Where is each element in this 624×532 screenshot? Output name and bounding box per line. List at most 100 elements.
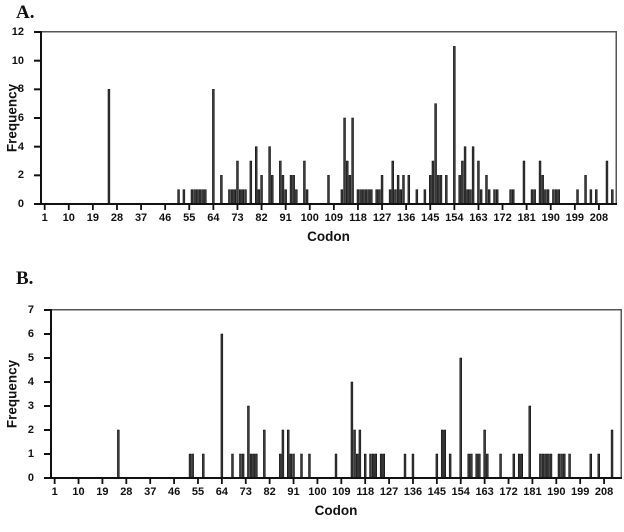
bar-codon-125 — [382, 453, 385, 479]
bar-codon-87 — [281, 429, 285, 479]
bar-codon-192 — [554, 189, 558, 205]
bar-codon-203 — [589, 453, 593, 479]
bar-codon-145 — [429, 175, 432, 205]
panel-b-x-axis-title: Codon — [314, 503, 358, 518]
bar-codon-107 — [327, 175, 330, 205]
bar-codon-185 — [541, 453, 545, 479]
bar-codon-183 — [530, 189, 534, 205]
bar-codon-95 — [295, 189, 298, 205]
bar-codon-175 — [509, 189, 512, 205]
x-tick-label: 208 — [589, 212, 609, 224]
bar-codon-147 — [434, 103, 437, 205]
x-tick-label: 46 — [167, 486, 181, 498]
x-tick-label: 10 — [72, 486, 85, 498]
bar-codon-86 — [271, 175, 274, 205]
bar-codon-99 — [305, 189, 309, 205]
bar-codon-157 — [467, 453, 470, 479]
x-tick-label: 181 — [523, 486, 542, 498]
bar-codon-176 — [517, 453, 521, 479]
bar-codon-118 — [356, 189, 360, 205]
bar-codon-131 — [391, 160, 394, 205]
x-tick-label: 19 — [86, 212, 99, 224]
x-tick-label: 73 — [239, 486, 252, 498]
x-tick-label: 190 — [541, 212, 560, 224]
y-tick-label: 8 — [17, 83, 24, 96]
x-tick-label: 82 — [263, 486, 276, 498]
bar-codon-176 — [512, 189, 515, 205]
bar-codon-80 — [255, 146, 258, 205]
bar-codon-133 — [396, 175, 400, 205]
bar-codon-57 — [202, 453, 205, 479]
y-tick-label: 2 — [27, 424, 34, 436]
bar-codon-150 — [448, 453, 452, 479]
bar-codon-90 — [289, 453, 293, 479]
x-tick-label: 55 — [191, 486, 205, 498]
x-tick-label: 73 — [231, 212, 244, 224]
y-tick-label: 2 — [17, 169, 24, 182]
bar-codon-116 — [351, 117, 354, 205]
y-tick-label: 10 — [11, 54, 24, 67]
bar-codon-112 — [340, 189, 344, 205]
bar-codon-148 — [437, 175, 440, 205]
bar-codon-67 — [220, 175, 223, 205]
bar-codon-151 — [445, 175, 448, 205]
bar-codon-147 — [440, 429, 444, 479]
bar-codon-94 — [292, 175, 295, 205]
bar-codon-148 — [443, 429, 447, 479]
y-tick-label: 7 — [27, 304, 34, 316]
bar-codon-113 — [350, 381, 354, 479]
bar-codon-89 — [279, 160, 282, 205]
bar-codon-68 — [231, 453, 234, 479]
x-tick-label: 145 — [421, 212, 440, 224]
bar-codon-120 — [362, 189, 365, 205]
bar-codon-57 — [193, 189, 196, 205]
x-tick-label: 109 — [324, 212, 344, 224]
x-tick-label: 37 — [134, 212, 148, 224]
x-tick-label: 1 — [51, 486, 58, 498]
bar-codon-77 — [255, 453, 258, 479]
bar-codon-119 — [359, 189, 362, 205]
bar-codon-107 — [334, 453, 338, 479]
x-tick-label: 163 — [475, 486, 494, 498]
x-tick-label: 46 — [159, 212, 172, 224]
bar-codon-89 — [287, 429, 290, 479]
panel-a: A. Frequency 12 10 8 6 4 2 0 1 10 19 28 37 46 55 64 73… — [5, 2, 617, 244]
bar-codon-71 — [239, 453, 242, 479]
bar-codon-73 — [236, 160, 239, 205]
bar-codon-75 — [241, 189, 245, 205]
bar-codon-98 — [303, 160, 306, 205]
plot-frame — [50, 309, 622, 479]
bar-codon-191 — [552, 189, 555, 205]
bar-codon-80 — [263, 429, 266, 479]
bar-codon-186 — [538, 160, 542, 205]
bar-codon-94 — [300, 453, 303, 479]
x-tick-label: 55 — [183, 212, 196, 224]
x-tick-label: 91 — [287, 486, 300, 498]
x-tick-label: 118 — [356, 486, 375, 498]
x-tick-label: 28 — [120, 486, 133, 498]
x-tick-label: 100 — [308, 486, 327, 498]
x-tick-label: 1 — [41, 212, 48, 224]
bar-codon-81 — [257, 189, 261, 205]
x-tick-label: 208 — [594, 486, 614, 498]
bar-codon-154 — [459, 357, 462, 479]
bar-codon-114 — [346, 160, 349, 205]
bar-codon-154 — [453, 46, 456, 205]
x-tick-label: 82 — [255, 212, 268, 224]
bar-codon-74 — [238, 189, 242, 205]
bar-codon-184 — [539, 453, 542, 479]
bar-codon-90 — [281, 175, 285, 205]
bar-codon-195 — [568, 453, 571, 479]
x-tick-label: 172 — [493, 212, 512, 224]
bar-codon-211 — [605, 160, 609, 205]
bar-codon-160 — [475, 453, 478, 479]
bar-codon-149 — [439, 175, 443, 205]
panel-a-chart-canvas — [34, 31, 617, 210]
bar-codon-116 — [358, 429, 362, 479]
bar-codon-122 — [367, 189, 370, 205]
bar-codon-169 — [493, 189, 496, 205]
bar-codon-207 — [595, 189, 598, 205]
bar-codon-186 — [544, 453, 547, 479]
x-tick-label: 19 — [96, 486, 109, 498]
bar-codon-157 — [461, 160, 464, 205]
